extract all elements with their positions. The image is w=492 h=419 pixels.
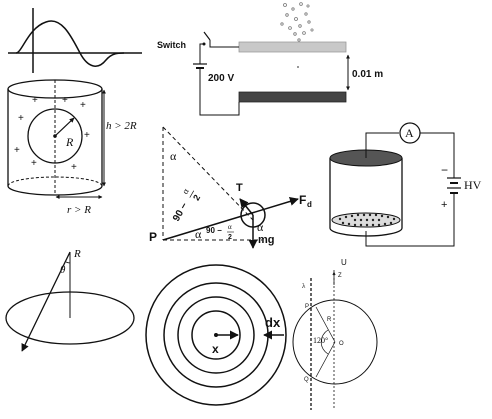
hv-minus: − bbox=[441, 163, 448, 177]
x-label: x bbox=[212, 342, 219, 356]
inner-sphere bbox=[27, 108, 83, 164]
hv-panel: A − + HV bbox=[329, 122, 482, 247]
wave-curve bbox=[15, 20, 125, 67]
charge-plus: + bbox=[18, 113, 24, 124]
lambda-label: λ bbox=[302, 282, 306, 290]
cone-panel: θ R bbox=[5, 248, 135, 352]
label-alpha-bottom: α bbox=[195, 227, 202, 241]
theta-label: θ bbox=[60, 264, 66, 276]
sphere-radius-arrow bbox=[54, 117, 75, 137]
charge-plus: + bbox=[71, 162, 77, 173]
charge-plus: + bbox=[14, 145, 20, 156]
ammeter-label: A bbox=[405, 126, 414, 140]
radius-to-Q bbox=[315, 341, 336, 378]
hv-label: HV bbox=[464, 178, 482, 192]
cylinder-bottom-back bbox=[7, 176, 103, 187]
wave-panel bbox=[8, 8, 142, 73]
theta-arc bbox=[65, 261, 71, 264]
big-circle bbox=[292, 299, 378, 385]
wire-top bbox=[209, 40, 239, 48]
label-Fd: F bbox=[299, 193, 306, 207]
svg-text:90 −: 90 − bbox=[171, 201, 190, 224]
dx-label: dx bbox=[265, 315, 281, 330]
charge-plus: + bbox=[32, 95, 38, 106]
switch-lever bbox=[203, 31, 211, 41]
hv-wire-top bbox=[365, 132, 399, 158]
hv-plus: + bbox=[441, 199, 447, 211]
wire-left bbox=[199, 43, 204, 64]
voltage-label: 200 V bbox=[208, 73, 234, 84]
width-label: r > R bbox=[67, 204, 91, 216]
label-P: P bbox=[149, 230, 157, 244]
angle-label: 120° bbox=[313, 336, 328, 345]
angle-arc bbox=[320, 329, 329, 355]
svg-text:α: α bbox=[180, 186, 191, 195]
ring-middle-inner bbox=[177, 296, 255, 374]
charge-plus: + bbox=[31, 158, 37, 169]
svg-text:90 −: 90 − bbox=[206, 226, 222, 235]
sphere-radius-label: R bbox=[65, 135, 74, 149]
line-from-P bbox=[162, 197, 299, 241]
rings-panel: x dx bbox=[145, 264, 287, 406]
z-axis-label: Z bbox=[338, 273, 342, 279]
ring-outer bbox=[145, 264, 287, 406]
lower-plate bbox=[238, 91, 347, 103]
top-label: U bbox=[341, 258, 347, 267]
cone-slant-arrow bbox=[21, 251, 71, 352]
dust-particles bbox=[280, 2, 314, 42]
label-alpha-right: α bbox=[257, 220, 264, 234]
radius-to-P bbox=[315, 306, 336, 343]
svg-text:2: 2 bbox=[228, 234, 232, 241]
gap-label: 0.01 m bbox=[352, 69, 383, 80]
force-panel: α F d T mg P α α 90 − α 2 90 − α 2 bbox=[149, 126, 312, 249]
q-label: Q bbox=[304, 377, 309, 383]
r-label: R bbox=[327, 317, 332, 323]
tension-arrow bbox=[239, 198, 254, 216]
label-T: T bbox=[236, 182, 243, 194]
upper-plate bbox=[238, 41, 347, 53]
angle-right-label: 90 − α 2 bbox=[206, 223, 234, 241]
label-Fd-sub: d bbox=[307, 200, 312, 209]
angle-left-label: 90 − α 2 bbox=[171, 186, 202, 224]
capacitor-panel: 0.01 m Switch 200 V bbox=[157, 2, 383, 116]
hv-wire-right bbox=[420, 132, 455, 178]
charge-plus: + bbox=[84, 130, 90, 141]
svg-text:2: 2 bbox=[191, 193, 202, 202]
svg-text:α: α bbox=[228, 223, 232, 231]
cone-radius-label: R bbox=[73, 248, 81, 260]
ring-inner bbox=[191, 310, 241, 360]
switch-label: Switch bbox=[157, 40, 186, 50]
cylinder-bottom bbox=[7, 185, 103, 196]
label-mg: mg bbox=[258, 234, 275, 246]
height-label: h > 2R bbox=[106, 120, 137, 132]
charge-plus: + bbox=[80, 100, 86, 111]
charge-plus: + bbox=[62, 95, 68, 106]
circle-panel: U Z λ P Q R O 120° bbox=[292, 258, 378, 410]
hv-wire-bottom bbox=[365, 193, 455, 247]
wire-bottom bbox=[199, 68, 240, 116]
mesh-holes bbox=[338, 213, 396, 227]
o-label: O bbox=[339, 341, 344, 347]
p-label: P bbox=[305, 304, 309, 310]
top-angle-label: α bbox=[170, 149, 177, 163]
string-dashed bbox=[162, 126, 254, 221]
dust-particle-falling bbox=[297, 66, 299, 68]
cylinder-panel: R + + + + + + + + h > 2R r > R bbox=[7, 79, 137, 216]
